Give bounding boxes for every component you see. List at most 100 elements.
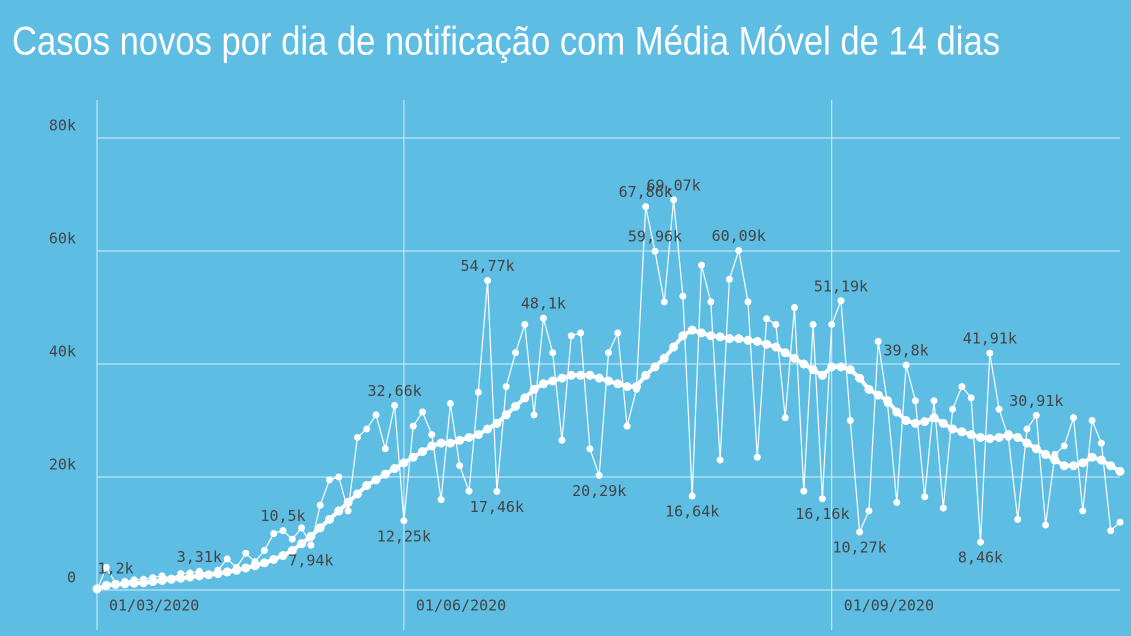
data-point — [1060, 442, 1068, 450]
data-point — [651, 247, 659, 255]
data-label: 30,91k — [1009, 392, 1063, 410]
data-label: 48,1k — [521, 295, 566, 313]
data-point — [781, 414, 789, 422]
data-point — [772, 320, 780, 328]
data-point — [966, 430, 976, 440]
data-point — [763, 315, 771, 323]
data-point — [836, 362, 846, 372]
data-point — [642, 203, 650, 211]
data-point — [567, 332, 575, 340]
data-point — [111, 579, 121, 589]
data-point — [400, 517, 408, 525]
data-point — [698, 261, 705, 269]
data-point — [893, 498, 901, 506]
data-point — [492, 418, 502, 428]
data-point — [484, 277, 492, 285]
data-point — [530, 411, 538, 419]
data-point — [455, 435, 465, 445]
data-point — [1023, 425, 1031, 433]
data-point — [343, 497, 353, 507]
data-point — [427, 441, 437, 451]
y-tick-label: 60k — [49, 230, 76, 248]
data-point — [595, 471, 603, 479]
data-point — [549, 349, 557, 357]
data-point — [818, 495, 826, 503]
data-point — [939, 504, 947, 512]
data-point — [902, 361, 910, 369]
data-point — [883, 396, 892, 406]
data-point — [473, 430, 483, 440]
data-point — [1003, 430, 1013, 440]
data-point — [1013, 432, 1023, 442]
data-point — [1069, 461, 1078, 471]
data-point — [938, 418, 948, 428]
data-point — [512, 349, 519, 357]
data-point — [511, 401, 520, 411]
data-point — [288, 535, 296, 543]
data-point — [307, 541, 315, 549]
data-point — [259, 558, 269, 568]
data-point — [409, 422, 417, 430]
data-point — [1079, 507, 1087, 515]
data-point — [501, 410, 511, 420]
data-point — [539, 314, 547, 322]
data-point — [558, 436, 566, 444]
data-point — [957, 427, 967, 437]
data-point — [614, 329, 622, 337]
data-point — [465, 487, 473, 495]
data-point — [735, 246, 743, 254]
data-point — [502, 383, 510, 391]
data-point — [419, 408, 426, 416]
data-point — [445, 438, 455, 448]
data-label: 8,46k — [958, 549, 1003, 567]
data-point — [390, 464, 400, 474]
data-point — [986, 349, 994, 357]
data-point — [278, 551, 288, 561]
data-point — [650, 362, 660, 372]
data-point — [678, 331, 688, 341]
data-point — [921, 493, 929, 501]
data-point — [641, 370, 651, 380]
data-label: 32,66k — [368, 382, 422, 400]
data-label: 16,64k — [665, 502, 719, 520]
data-point — [874, 337, 882, 345]
data-point — [391, 401, 399, 409]
data-label: 1,2k — [98, 560, 134, 578]
data-point — [995, 405, 1003, 413]
data-point — [325, 514, 334, 524]
data-point — [548, 376, 558, 386]
data-point — [873, 390, 883, 400]
data-point — [529, 384, 539, 394]
data-point — [910, 418, 920, 428]
data-point — [241, 563, 251, 573]
data-point — [456, 462, 464, 470]
data-point — [315, 523, 325, 533]
data-point — [520, 393, 530, 403]
data-point — [344, 507, 352, 515]
data-point — [213, 569, 223, 579]
chart-title: Casos novos por dia de notificação com M… — [12, 20, 1000, 64]
data-point — [688, 492, 696, 500]
data-point — [371, 475, 381, 485]
data-point — [929, 413, 939, 423]
data-label: 12,25k — [377, 527, 431, 545]
data-point — [270, 530, 278, 537]
data-point — [1059, 461, 1069, 471]
data-point — [408, 452, 418, 462]
data-point — [586, 445, 594, 453]
data-point — [437, 496, 445, 504]
data-point — [920, 417, 930, 427]
data-point — [352, 489, 362, 499]
data-point — [604, 376, 613, 386]
data-point — [994, 432, 1004, 442]
data-point — [232, 565, 241, 575]
data-label: 10,27k — [833, 538, 887, 556]
data-point — [809, 320, 817, 328]
data-point — [1022, 438, 1032, 448]
data-point — [855, 373, 865, 383]
data-point — [566, 370, 576, 380]
data-point — [269, 554, 279, 564]
data-point — [976, 432, 985, 442]
data-point — [670, 196, 678, 204]
